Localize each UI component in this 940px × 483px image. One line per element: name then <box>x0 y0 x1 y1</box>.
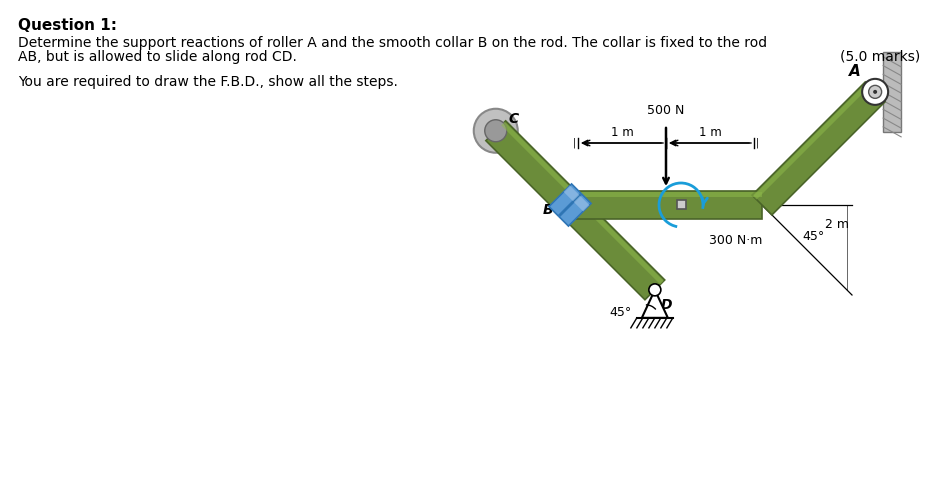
Circle shape <box>862 79 888 105</box>
Circle shape <box>485 120 507 142</box>
Text: B: B <box>542 203 554 217</box>
Text: 300 N·m: 300 N·m <box>709 233 762 246</box>
Polygon shape <box>486 121 665 300</box>
Text: |: | <box>756 138 760 148</box>
Polygon shape <box>501 122 664 284</box>
Text: Question 1:: Question 1: <box>18 18 117 33</box>
Text: 2 m: 2 m <box>825 218 849 231</box>
Polygon shape <box>573 196 589 212</box>
Polygon shape <box>565 192 762 197</box>
Circle shape <box>474 109 518 153</box>
Circle shape <box>649 284 661 296</box>
Text: D: D <box>661 298 673 312</box>
Polygon shape <box>549 184 581 216</box>
Circle shape <box>869 85 882 99</box>
Text: AB, but is allowed to slide along rod CD.: AB, but is allowed to slide along rod CD… <box>18 50 297 64</box>
Polygon shape <box>559 194 591 226</box>
Text: 1 m: 1 m <box>698 126 721 139</box>
Text: 45°: 45° <box>610 306 632 319</box>
Bar <box>677 200 686 209</box>
Polygon shape <box>753 83 870 199</box>
Circle shape <box>873 90 877 94</box>
Text: 1 m: 1 m <box>611 126 634 139</box>
Bar <box>884 52 901 132</box>
Text: C: C <box>509 112 519 126</box>
Text: 500 N: 500 N <box>648 104 684 117</box>
Polygon shape <box>564 185 579 201</box>
Polygon shape <box>752 82 885 215</box>
Polygon shape <box>565 191 762 219</box>
Polygon shape <box>642 290 667 318</box>
Text: |: | <box>572 138 576 148</box>
Text: A: A <box>849 64 861 79</box>
Text: You are required to draw the F.B.D., show all the steps.: You are required to draw the F.B.D., sho… <box>18 75 398 89</box>
Text: Determine the support reactions of roller A and the smooth collar B on the rod. : Determine the support reactions of rolle… <box>18 36 767 50</box>
Text: (5.0 marks): (5.0 marks) <box>839 50 920 64</box>
Text: 45°: 45° <box>803 230 824 243</box>
